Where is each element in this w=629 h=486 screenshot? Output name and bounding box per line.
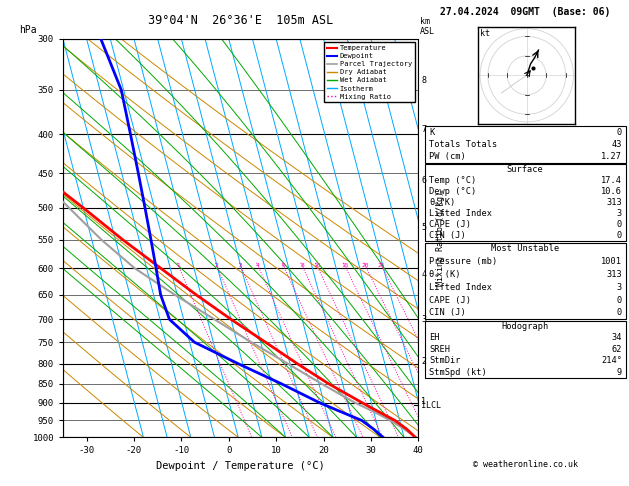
X-axis label: Dewpoint / Temperature (°C): Dewpoint / Temperature (°C) (156, 461, 325, 471)
Text: km
ASL: km ASL (420, 17, 435, 36)
Text: 4: 4 (256, 263, 260, 268)
Text: 43: 43 (611, 140, 622, 149)
Text: 20: 20 (362, 263, 369, 268)
Text: 4: 4 (421, 270, 426, 279)
Text: 5: 5 (421, 223, 426, 232)
Text: 3: 3 (421, 315, 426, 324)
Text: 1001: 1001 (601, 257, 622, 266)
Text: 0: 0 (617, 309, 622, 317)
Text: 2: 2 (421, 357, 426, 366)
Text: 3: 3 (238, 263, 242, 268)
Text: 0: 0 (617, 128, 622, 137)
Text: Temp (°C): Temp (°C) (429, 176, 476, 185)
Text: 27.04.2024  09GMT  (Base: 06): 27.04.2024 09GMT (Base: 06) (440, 7, 610, 17)
Text: kt: kt (480, 29, 490, 38)
Text: hPa: hPa (19, 25, 36, 35)
Text: 1: 1 (421, 397, 426, 406)
Text: 2: 2 (215, 263, 218, 268)
Text: 0: 0 (617, 220, 622, 229)
Text: SREH: SREH (429, 345, 450, 354)
Text: 0: 0 (617, 295, 622, 305)
Text: CIN (J): CIN (J) (429, 231, 465, 240)
Text: Totals Totals: Totals Totals (429, 140, 498, 149)
Text: 3: 3 (617, 209, 622, 218)
Text: Most Unstable: Most Unstable (491, 244, 559, 253)
Text: 313: 313 (606, 270, 622, 279)
Text: EH: EH (429, 333, 440, 343)
Text: StmSpd (kt): StmSpd (kt) (429, 368, 487, 377)
Text: 3: 3 (617, 283, 622, 292)
Text: 6: 6 (421, 176, 426, 185)
Text: 17.4: 17.4 (601, 176, 622, 185)
Text: 0: 0 (617, 231, 622, 240)
Text: θₑ(K): θₑ(K) (429, 198, 455, 207)
Text: θₑ (K): θₑ (K) (429, 270, 460, 279)
Text: Pressure (mb): Pressure (mb) (429, 257, 498, 266)
Text: 34: 34 (611, 333, 622, 343)
Text: 10.6: 10.6 (601, 187, 622, 196)
Text: 25: 25 (378, 263, 386, 268)
Text: CAPE (J): CAPE (J) (429, 295, 471, 305)
Text: 1.27: 1.27 (601, 152, 622, 161)
Text: 39°04'N  26°36'E  105m ASL: 39°04'N 26°36'E 105m ASL (148, 14, 333, 27)
Text: 8: 8 (300, 263, 304, 268)
Text: 313: 313 (606, 198, 622, 207)
Text: 1: 1 (177, 263, 181, 268)
Text: Hodograph: Hodograph (501, 322, 549, 331)
Text: 62: 62 (611, 345, 622, 354)
Text: 15: 15 (341, 263, 348, 268)
Text: 6: 6 (281, 263, 285, 268)
Text: 10: 10 (313, 263, 321, 268)
Text: CAPE (J): CAPE (J) (429, 220, 471, 229)
Text: Lifted Index: Lifted Index (429, 209, 492, 218)
Text: © weatheronline.co.uk: © weatheronline.co.uk (473, 460, 577, 469)
Text: Mixing Ratio (g/kg): Mixing Ratio (g/kg) (436, 191, 445, 286)
Text: K: K (429, 128, 434, 137)
Text: Lifted Index: Lifted Index (429, 283, 492, 292)
Text: Surface: Surface (507, 165, 543, 174)
Legend: Temperature, Dewpoint, Parcel Trajectory, Dry Adiabat, Wet Adiabat, Isotherm, Mi: Temperature, Dewpoint, Parcel Trajectory… (324, 42, 415, 103)
Text: 7: 7 (421, 125, 426, 135)
Text: Dewp (°C): Dewp (°C) (429, 187, 476, 196)
Text: 214°: 214° (601, 356, 622, 365)
Text: CIN (J): CIN (J) (429, 309, 465, 317)
Text: 1LCL: 1LCL (421, 401, 442, 410)
Text: PW (cm): PW (cm) (429, 152, 465, 161)
Text: 8: 8 (421, 76, 426, 85)
Text: 9: 9 (617, 368, 622, 377)
Text: StmDir: StmDir (429, 356, 460, 365)
